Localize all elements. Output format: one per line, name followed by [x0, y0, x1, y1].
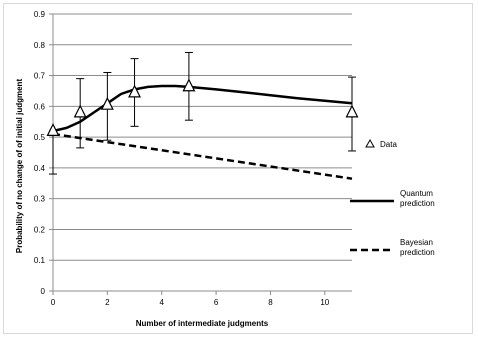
data-point	[46, 123, 60, 136]
axes-layer: 0 0.1 0.2 0.3 0.4 0.5 0.6 0.7 0.8 0.9 0 2 4 6 8 10	[34, 10, 352, 307]
y-axis-label: Probability of no change of of initial j…	[15, 79, 24, 254]
legend-bayesian-label: Bayesian	[400, 238, 433, 247]
y-tick-label: 0.6	[34, 102, 46, 111]
y-tick-label: 0.2	[34, 225, 46, 234]
y-tick-label: 0.7	[34, 72, 46, 81]
y-tick-label: 0	[41, 287, 46, 296]
x-tick-label: 8	[268, 298, 273, 307]
grid-layer	[53, 13, 352, 261]
y-tick-label: 0.1	[34, 256, 46, 265]
data-point	[345, 104, 359, 118]
legend-quantum-label: prediction	[400, 199, 435, 208]
legend-data-marker	[365, 138, 375, 148]
data-point	[128, 84, 142, 98]
y-tick-label: 0.5	[34, 133, 46, 142]
data-point	[182, 78, 196, 92]
bayesian-prediction-line	[52, 132, 353, 180]
legend-quantum-label: Quantum	[400, 189, 433, 198]
x-tick-label: 6	[214, 298, 219, 307]
x-tick-label: 0	[51, 298, 56, 307]
x-tick-label: 4	[160, 298, 165, 307]
x-tick-label: 10	[320, 298, 329, 307]
series-layer	[46, 51, 359, 180]
legend-data-label: Data	[380, 140, 397, 149]
y-tick-label: 0.9	[34, 10, 46, 19]
y-tick-label: 0.4	[34, 164, 46, 173]
y-tick-label: 0.3	[34, 195, 46, 204]
x-tick-label: 2	[105, 298, 110, 307]
data-point	[100, 96, 114, 110]
y-tick-label: 0.8	[34, 41, 46, 50]
quantum-prediction-line	[52, 84, 353, 133]
x-axis-label: Number of intermediate judgments	[136, 319, 269, 328]
data-point	[73, 104, 87, 118]
legend-bayesian-label: prediction	[400, 248, 435, 257]
chart-frame	[3, 3, 473, 334]
